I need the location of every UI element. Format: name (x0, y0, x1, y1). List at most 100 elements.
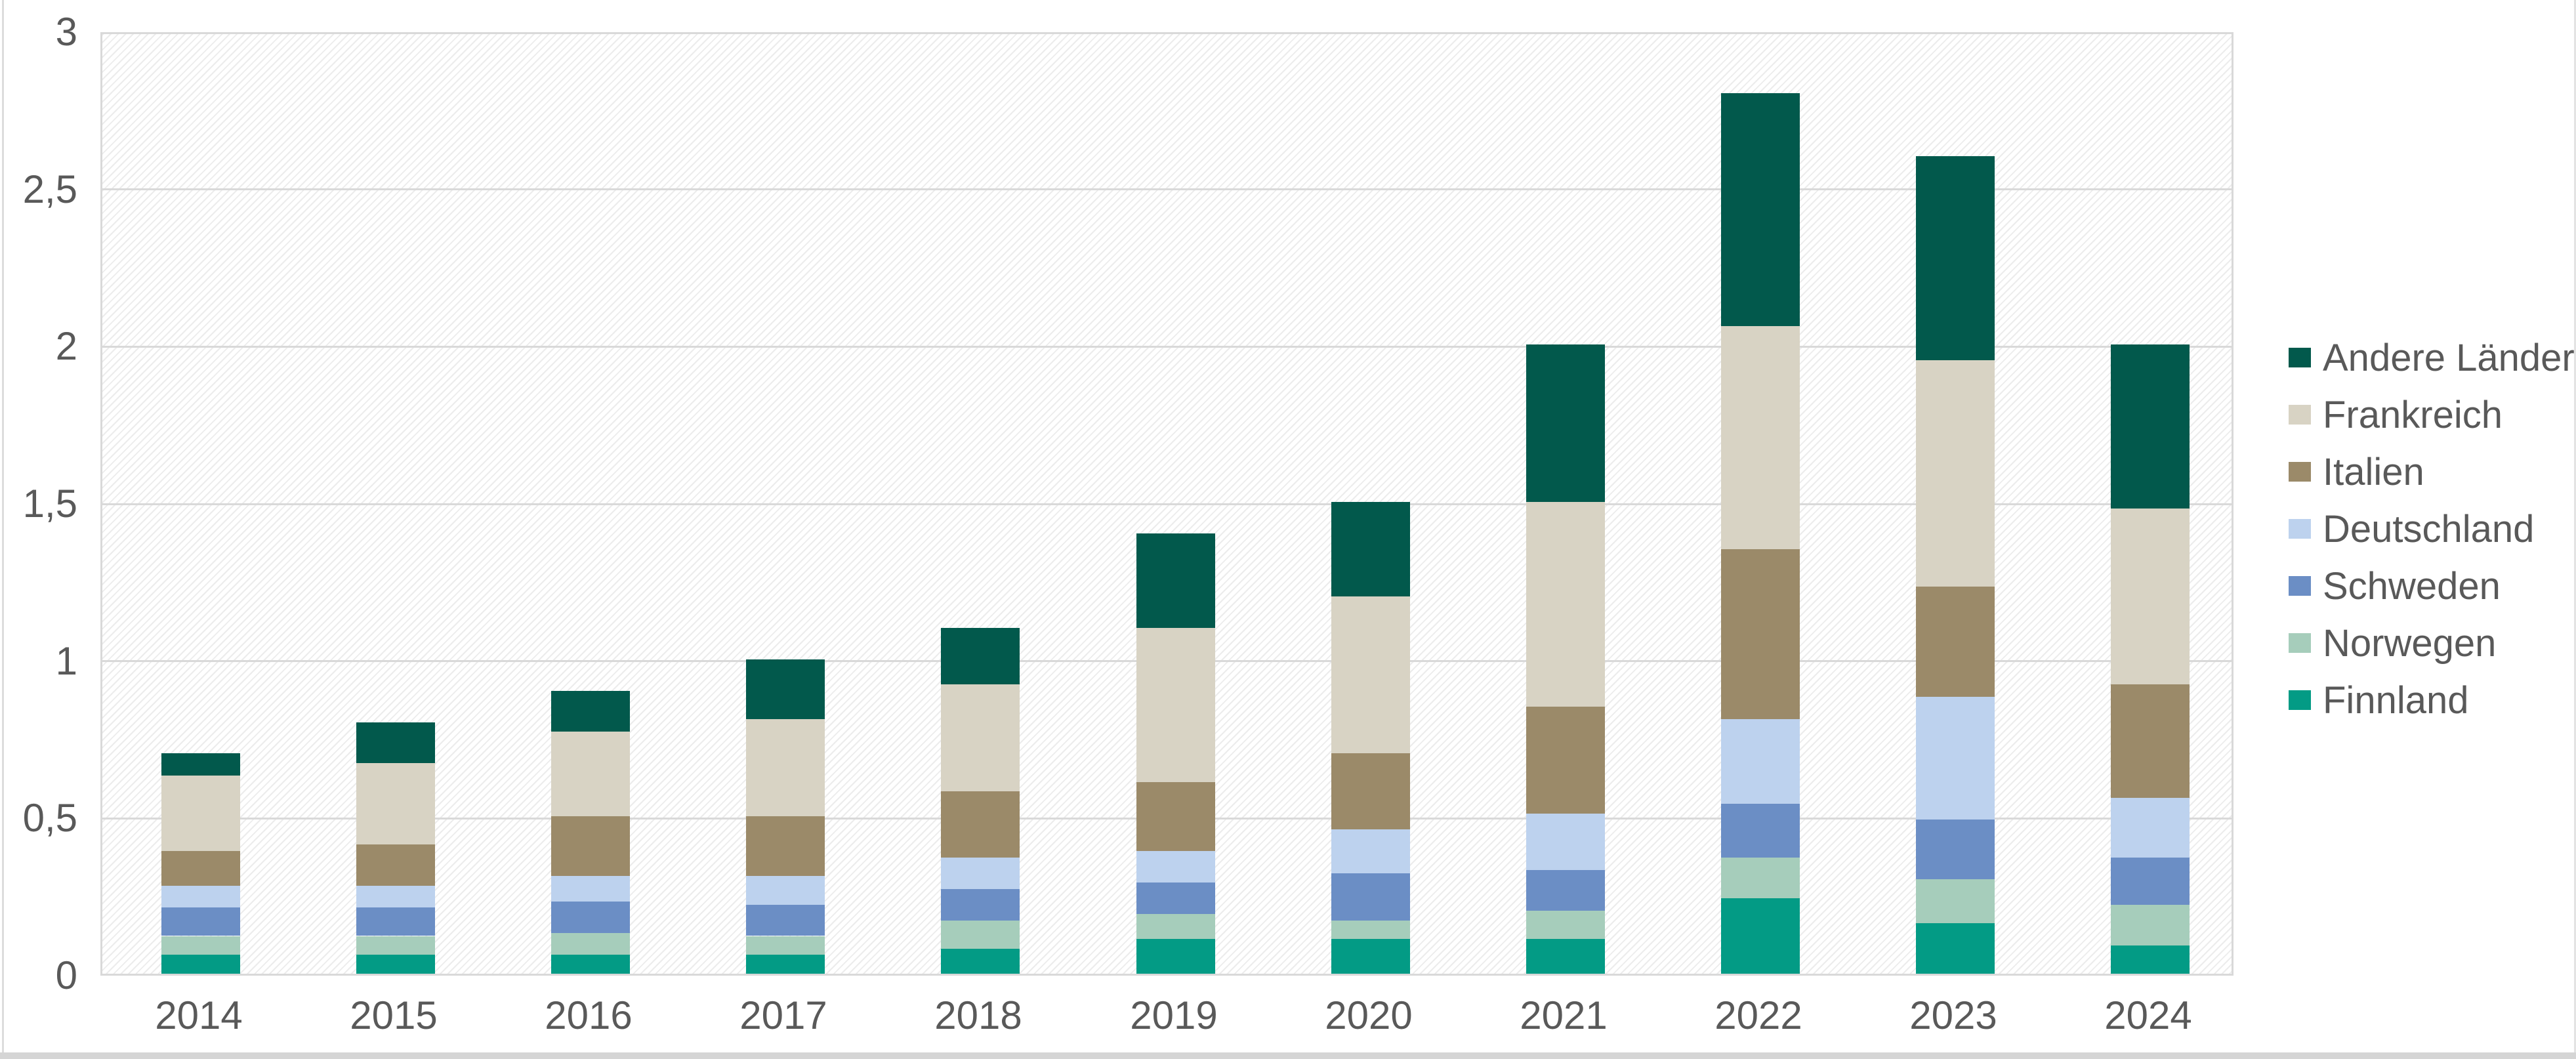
x-tick-label: 2015 (350, 993, 438, 1037)
bar-segment-schweden-2023 (1916, 820, 1995, 880)
bar-segment-norwegen-2017 (746, 936, 825, 955)
bar-segment-finnland-2014 (161, 955, 240, 974)
bar-segment-deutschland-2014 (161, 885, 240, 908)
bar-segment-deutschland-2023 (1916, 697, 1995, 820)
bar-segment-frankreich-2022 (1721, 325, 1800, 549)
x-tick-label: 2021 (1520, 993, 1608, 1037)
bar-segment-frankreich-2017 (746, 718, 825, 817)
legend-item-deutschland: Deutschland (2289, 509, 2576, 550)
bar-segment-italien-2017 (746, 816, 825, 877)
y-tick-label: 0 (55, 953, 77, 997)
bar-segment-andere-l-nder-2020 (1331, 502, 1410, 596)
gridline (102, 503, 2232, 505)
legend-swatch-icon (2289, 348, 2311, 367)
bar-segment-norwegen-2016 (551, 932, 630, 955)
bar-segment-norwegen-2019 (1136, 913, 1215, 940)
bar-segment-deutschland-2020 (1331, 829, 1410, 873)
y-tick-label: 2,5 (22, 167, 77, 211)
bar-segment-italien-2023 (1916, 587, 1995, 697)
bar-segment-frankreich-2023 (1916, 360, 1995, 587)
legend-item-schweden: Schweden (2289, 566, 2576, 608)
legend-label: Italien (2323, 451, 2424, 493)
x-tick-label: 2018 (934, 993, 1022, 1037)
bar-segment-italien-2019 (1136, 781, 1215, 852)
x-tick-label: 2016 (545, 993, 633, 1037)
bar-segment-deutschland-2019 (1136, 851, 1215, 882)
bar-segment-frankreich-2016 (551, 731, 630, 817)
bar-segment-andere-l-nder-2014 (161, 753, 240, 776)
bar-segment-norwegen-2020 (1331, 920, 1410, 940)
bar-segment-norwegen-2022 (1721, 857, 1800, 898)
bar-segment-norwegen-2018 (941, 920, 1020, 949)
legend-item-norwegen: Norwegen (2289, 623, 2576, 665)
bar-segment-finnland-2024 (2111, 945, 2190, 974)
bar-2016 (551, 34, 630, 974)
bar-2024 (2111, 34, 2190, 974)
x-tick-label: 2017 (739, 993, 827, 1037)
y-tick-label: 1 (55, 639, 77, 683)
bar-segment-frankreich-2018 (941, 684, 1020, 791)
gridline (102, 346, 2232, 348)
bar-segment-finnland-2016 (551, 955, 630, 974)
bar-segment-andere-l-nder-2016 (551, 690, 630, 732)
bar-segment-deutschland-2022 (1721, 718, 1800, 804)
x-tick-label: 2020 (1325, 993, 1413, 1037)
bar-segment-andere-l-nder-2021 (1526, 344, 1605, 502)
bar-segment-schweden-2016 (551, 901, 630, 933)
x-tick-label: 2014 (155, 993, 243, 1037)
bar-segment-italien-2024 (2111, 684, 2190, 798)
legend-label: Deutschland (2323, 508, 2535, 550)
bar-segment-norwegen-2021 (1526, 911, 1605, 940)
bar-segment-italien-2018 (941, 791, 1020, 858)
bar-segment-frankreich-2020 (1331, 596, 1410, 754)
bar-2019 (1136, 34, 1215, 974)
bar-segment-andere-l-nder-2018 (941, 627, 1020, 685)
bar-segment-deutschland-2016 (551, 876, 630, 902)
bar-2017 (746, 34, 825, 974)
bar-segment-italien-2022 (1721, 549, 1800, 719)
y-tick-label: 1,5 (22, 482, 77, 526)
bar-segment-frankreich-2015 (356, 762, 435, 845)
x-tick-label: 2022 (1714, 993, 1802, 1037)
bar-segment-frankreich-2024 (2111, 508, 2190, 685)
legend-label: Norwegen (2323, 622, 2497, 665)
bar-segment-italien-2014 (161, 851, 240, 886)
legend-swatch-icon (2289, 519, 2311, 539)
legend-item-finnland: Finnland (2289, 680, 2576, 722)
bar-segment-norwegen-2014 (161, 936, 240, 955)
bar-segment-italien-2020 (1331, 753, 1410, 829)
bar-2022 (1721, 34, 1800, 974)
bar-segment-finnland-2023 (1916, 923, 1995, 974)
bar-segment-schweden-2020 (1331, 873, 1410, 921)
bar-segment-deutschland-2018 (941, 857, 1020, 889)
bar-segment-andere-l-nder-2022 (1721, 93, 1800, 326)
y-tick-label: 0,5 (22, 796, 77, 840)
bar-segment-finnland-2020 (1331, 939, 1410, 974)
legend-label: Schweden (2323, 565, 2501, 608)
legend-item-andere-l-nder: Andere Länder (2289, 337, 2576, 379)
bar-segment-andere-l-nder-2017 (746, 659, 825, 719)
bar-2015 (356, 34, 435, 974)
bar-segment-schweden-2024 (2111, 857, 2190, 905)
bar-segment-deutschland-2015 (356, 885, 435, 908)
plot-area (100, 32, 2233, 976)
bar-segment-finnland-2022 (1721, 898, 1800, 974)
bar-segment-schweden-2021 (1526, 869, 1605, 911)
legend-swatch-icon (2289, 633, 2311, 653)
bar-2021 (1526, 34, 1605, 974)
bar-segment-andere-l-nder-2019 (1136, 533, 1215, 628)
gridline (102, 188, 2232, 190)
y-tick-label: 3 (55, 10, 77, 54)
bar-segment-schweden-2018 (941, 888, 1020, 921)
bar-segment-finnland-2018 (941, 948, 1020, 974)
bar-segment-norwegen-2023 (1916, 879, 1995, 924)
legend-label: Andere Länder (2323, 337, 2575, 379)
bar-segment-finnland-2021 (1526, 939, 1605, 974)
x-tick-label: 2024 (2104, 993, 2192, 1037)
bar-2020 (1331, 34, 1410, 974)
bar-segment-andere-l-nder-2024 (2111, 344, 2190, 509)
legend-label: Frankreich (2323, 394, 2503, 436)
bar-segment-norwegen-2024 (2111, 904, 2190, 945)
bar-segment-finnland-2019 (1136, 939, 1215, 974)
